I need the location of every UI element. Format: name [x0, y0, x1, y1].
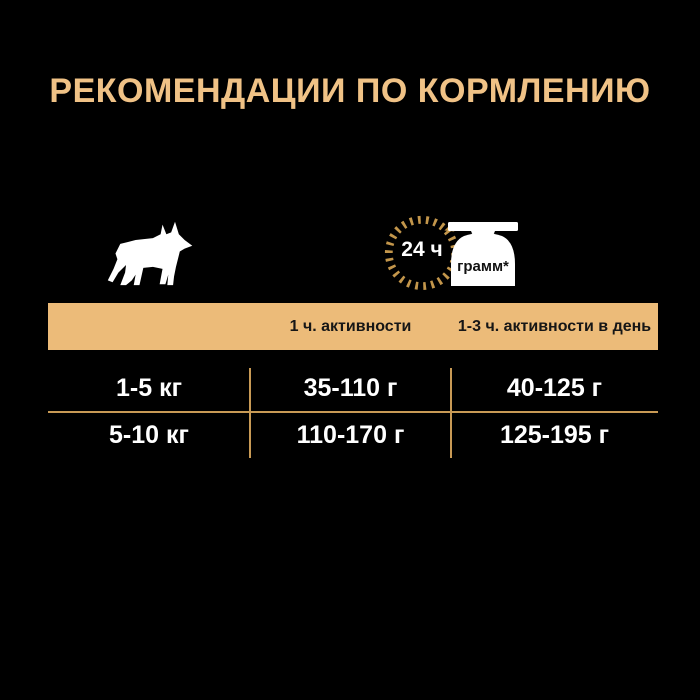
cell-activity-1-3h: 40-125 г — [506, 374, 603, 402]
scale-label: грамм* — [457, 258, 509, 275]
table-body: 1-5 кг 35-110 г 40-125 г 5-10 кг 110-170… — [48, 366, 658, 458]
cell-weight: 1-5 кг — [115, 374, 182, 402]
kitchen-scale-icon: грамм* — [448, 220, 518, 286]
table-row: 1-5 кг 35-110 г 40-125 г — [48, 366, 658, 411]
cell-activity-1h: 35-110 г — [303, 374, 398, 402]
cell-activity-1-3h: 125-195 г — [499, 421, 610, 449]
cell-activity-1h: 110-170 г — [296, 421, 405, 449]
row-divider — [48, 411, 658, 413]
column-divider — [450, 368, 452, 458]
header-activity-1h: 1 ч. активности — [289, 317, 412, 335]
column-divider — [249, 368, 251, 458]
cell-weight: 5-10 кг — [109, 421, 189, 449]
table-row: 5-10 кг 110-170 г 125-195 г — [48, 413, 658, 458]
dog-silhouette-icon — [103, 217, 199, 289]
header-activity-1-3h: 1-3 ч. активности в день — [457, 317, 652, 335]
table-header-row: 1 ч. активности 1-3 ч. активности в день — [48, 303, 658, 350]
clock-label: 24 ч — [401, 238, 443, 261]
page-title: РЕКОМЕНДАЦИИ ПО КОРМЛЕНИЮ — [49, 72, 651, 110]
